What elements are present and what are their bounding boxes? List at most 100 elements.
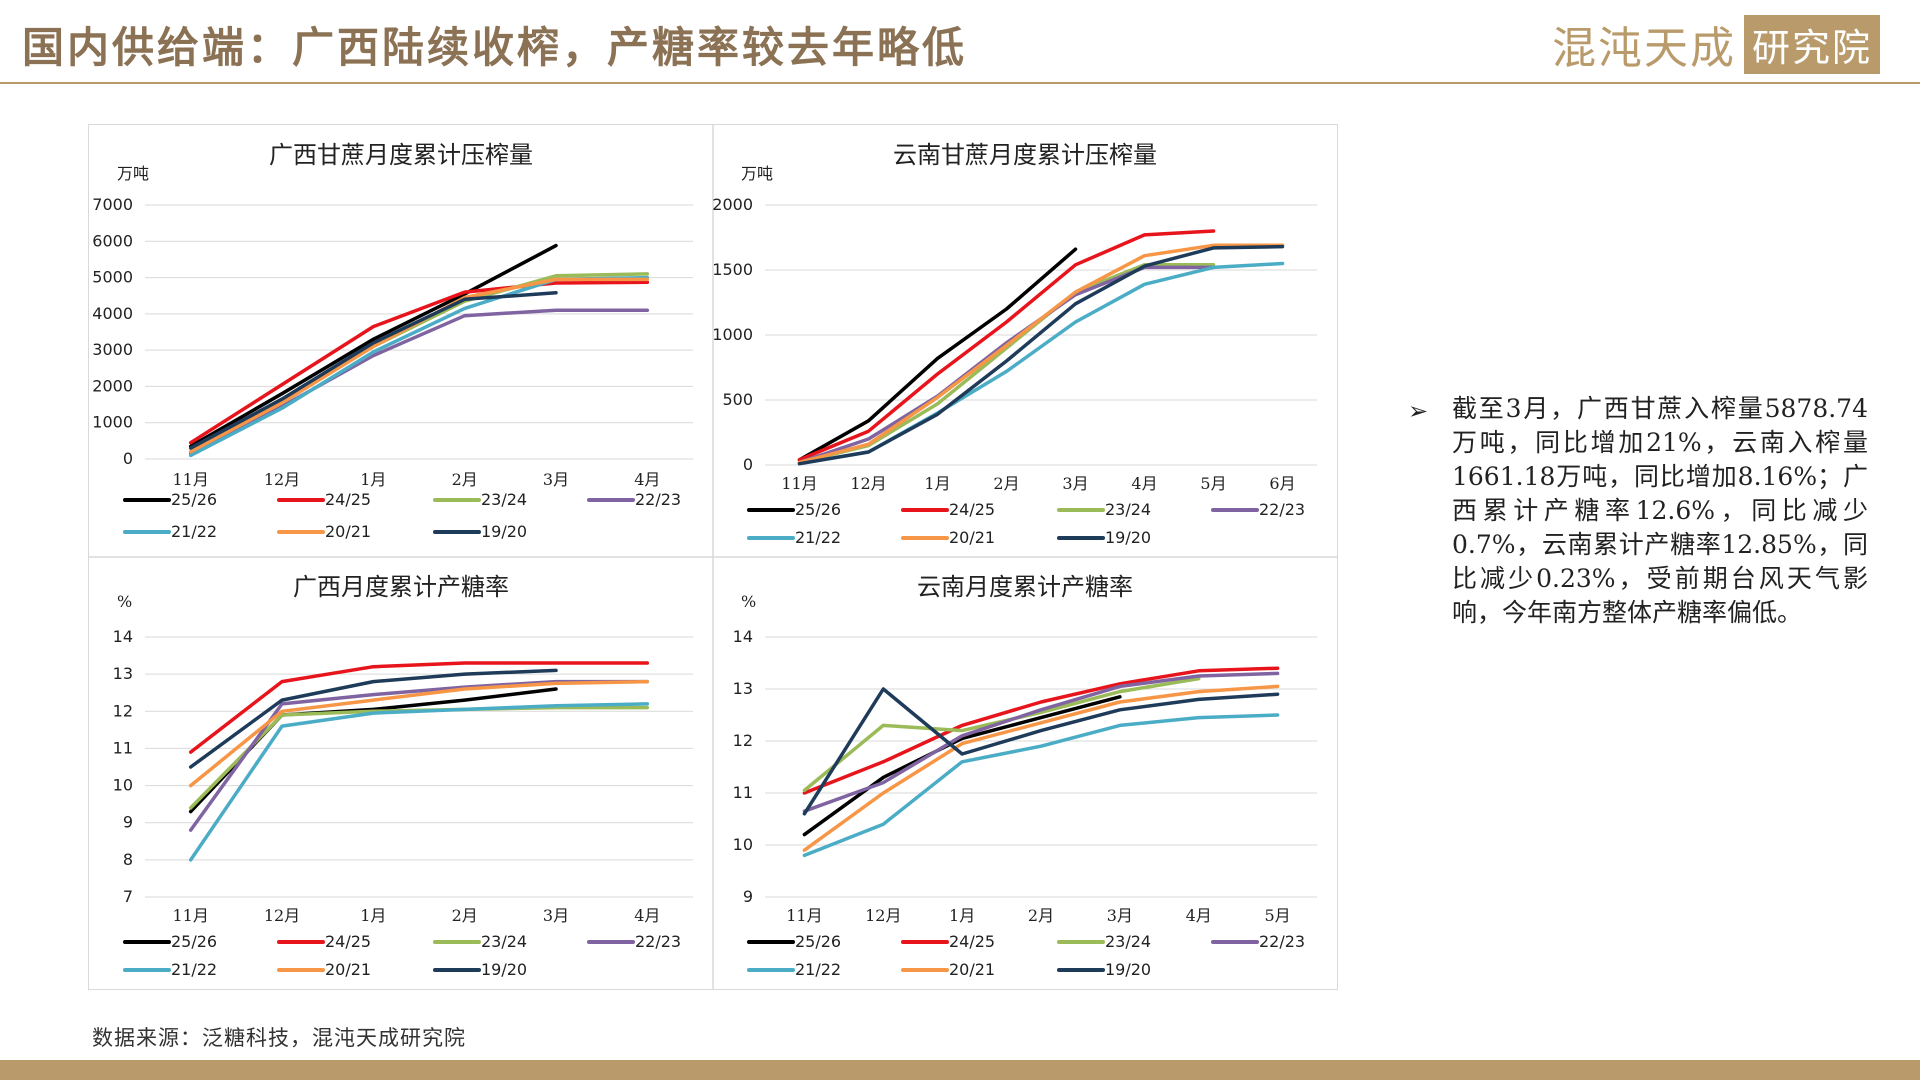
logo-box-text: 研究院 <box>1743 14 1880 74</box>
x-tick-label: 11月 <box>786 906 822 925</box>
y-tick-label: 6000 <box>92 231 133 250</box>
y-tick-label: 1000 <box>712 325 753 344</box>
y-tick-label: 3000 <box>92 340 133 359</box>
y-tick-label: 2000 <box>712 195 753 214</box>
y-tick-label: 10 <box>733 835 753 854</box>
x-tick-label: 2月 <box>1028 906 1054 925</box>
legend-label: 24/25 <box>325 932 371 951</box>
y-tick-label: 11 <box>733 783 753 802</box>
legend-label: 23/24 <box>1105 932 1151 951</box>
series-line-24-25 <box>802 666 1280 795</box>
legend-label: 25/26 <box>795 932 841 951</box>
x-tick-label: 11月 <box>781 474 817 493</box>
x-tick-label: 2月 <box>452 470 478 489</box>
legend-label: 20/21 <box>325 522 371 541</box>
legend-label: 24/25 <box>949 932 995 951</box>
x-tick-label: 11月 <box>172 906 208 925</box>
series-line-20-21 <box>802 684 1280 852</box>
legend-label: 20/21 <box>325 960 371 979</box>
y-tick-label: 8 <box>123 850 133 869</box>
y-tick-label: 2000 <box>92 376 133 395</box>
y-unit-label: 万吨 <box>117 164 149 183</box>
legend-label: 23/24 <box>1105 500 1151 519</box>
y-tick-label: 7 <box>123 887 133 906</box>
legend-label: 22/23 <box>1259 500 1305 519</box>
series-line-21-22 <box>188 702 650 862</box>
x-tick-label: 3月 <box>543 906 569 925</box>
x-tick-label: 5月 <box>1200 474 1226 493</box>
x-tick-label: 12月 <box>865 906 901 925</box>
legend-label: 25/26 <box>171 932 217 951</box>
series-line-19-20 <box>802 687 1280 816</box>
x-tick-label: 12月 <box>264 470 300 489</box>
x-tick-label: 3月 <box>543 470 569 489</box>
series-line-22-23 <box>802 671 1280 813</box>
y-tick-label: 1000 <box>92 413 133 432</box>
legend-label: 22/23 <box>635 490 681 509</box>
arrowhead-icon: ➢ <box>1408 397 1429 425</box>
y-tick-label: 4000 <box>92 304 133 323</box>
series-line-21-22 <box>188 275 650 458</box>
series-line-25-26 <box>802 695 1122 837</box>
legend-label: 21/22 <box>795 528 841 547</box>
x-tick-label: 4月 <box>634 470 660 489</box>
charts-panel: 广西甘蔗月度累计压榨量 万吨 0 1000 2000 3000 4000 5000 6000 70… <box>88 124 1338 990</box>
legend-label: 21/22 <box>795 960 841 979</box>
x-tick-label: 1月 <box>949 906 975 925</box>
legend-label: 24/25 <box>949 500 995 519</box>
summary-bullet: ➢ 截至3月，广西甘蔗入榨量5878.74万吨，同比增加21%，云南入榨量166… <box>1408 392 1868 630</box>
x-tick-label: 3月 <box>1062 474 1088 493</box>
company-logo: 混沌天成 研究院 <box>1552 14 1880 74</box>
header-divider <box>0 82 1920 84</box>
y-tick-label: 13 <box>733 679 753 698</box>
y-unit-label: % <box>117 592 132 611</box>
legend-label: 23/24 <box>481 490 527 509</box>
legend-label: 21/22 <box>171 960 217 979</box>
y-tick-label: 9 <box>123 813 133 832</box>
chart-title: 广西月度累计产糖率 <box>293 573 509 601</box>
y-unit-label: % <box>741 592 756 611</box>
legend-label: 24/25 <box>325 490 371 509</box>
series-line-24-25 <box>797 229 1216 462</box>
series-line-19-20 <box>188 668 558 769</box>
series-line-19-20 <box>797 244 1285 466</box>
y-tick-label: 12 <box>113 701 133 720</box>
y-tick-label: 7000 <box>92 195 133 214</box>
legend-label: 19/20 <box>1105 528 1151 547</box>
legend-label: 19/20 <box>481 960 527 979</box>
legend-label: 19/20 <box>481 522 527 541</box>
series-line-20-21 <box>797 243 1285 465</box>
legend-label: 21/22 <box>171 522 217 541</box>
x-tick-label: 4月 <box>1186 906 1212 925</box>
charts-svg: 广西甘蔗月度累计压榨量万吨010002000300040005000600070… <box>89 125 1337 989</box>
x-tick-label: 3月 <box>1107 906 1133 925</box>
series-line-24-25 <box>188 661 650 754</box>
legend-label: 23/24 <box>481 932 527 951</box>
chart-title: 云南甘蔗月度累计压榨量 <box>893 141 1157 169</box>
logo-main-text: 混沌天成 <box>1551 23 1736 74</box>
page-title: 国内供给端：广西陆续收榨，产糖率较去年略低 <box>22 23 968 72</box>
x-tick-label: 1月 <box>360 470 386 489</box>
x-tick-label: 2月 <box>452 906 478 925</box>
y-tick-label: 14 <box>113 627 133 646</box>
x-tick-label: 12月 <box>264 906 300 925</box>
legend-label: 25/26 <box>171 490 217 509</box>
y-tick-label: 500 <box>722 390 753 409</box>
y-tick-label: 1500 <box>712 260 753 279</box>
chart-title: 云南月度累计产糖率 <box>917 573 1133 601</box>
legend-label: 20/21 <box>949 960 995 979</box>
series-line-21-22 <box>802 713 1280 858</box>
y-unit-label: 万吨 <box>741 164 773 183</box>
series-line-23-24 <box>188 272 650 454</box>
series-line-20-21 <box>188 679 650 788</box>
y-tick-label: 11 <box>113 738 133 757</box>
x-tick-label: 1月 <box>360 906 386 925</box>
legend-label: 22/23 <box>635 932 681 951</box>
x-tick-label: 11月 <box>172 470 208 489</box>
y-tick-label: 12 <box>733 731 753 750</box>
x-tick-label: 4月 <box>1131 474 1157 493</box>
y-tick-label: 14 <box>733 627 753 646</box>
y-tick-label: 5000 <box>92 268 133 287</box>
legend-label: 25/26 <box>795 500 841 519</box>
chart-title: 广西甘蔗月度累计压榨量 <box>269 141 533 169</box>
